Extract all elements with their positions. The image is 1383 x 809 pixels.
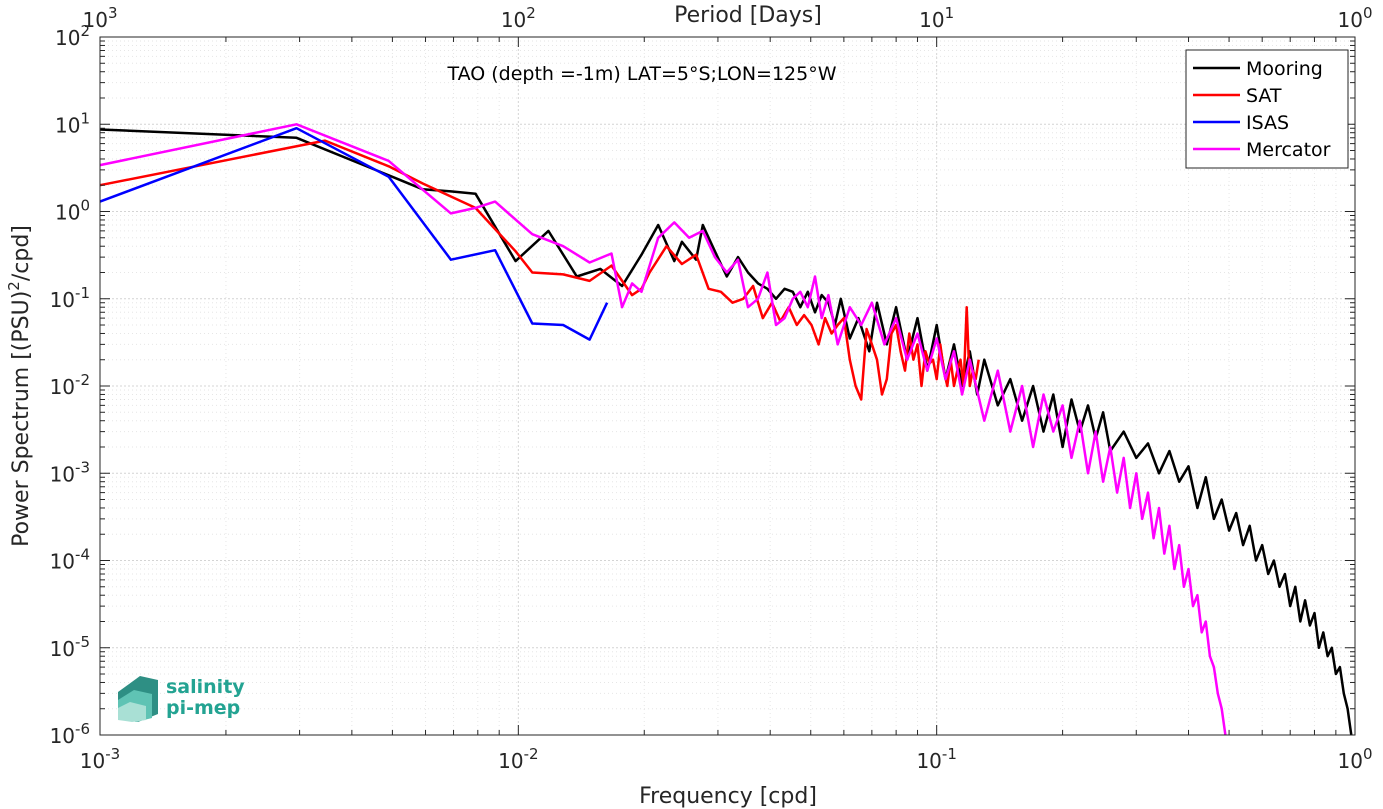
legend-label-isas: ISAS — [1246, 112, 1289, 134]
series-line-mercator — [99, 123, 1227, 736]
ticks — [100, 37, 1355, 735]
x2-axis-label: Period [Days] — [674, 3, 822, 28]
y-tick-label: 10-5 — [50, 633, 90, 661]
legend-label-mooring: Mooring — [1246, 58, 1323, 80]
x2-tick-label: 100 — [1338, 4, 1373, 32]
x-tick-label: 10-2 — [498, 745, 538, 773]
chart-title: TAO (depth =-1m) LAT=5°S;LON=125°W — [446, 63, 836, 85]
legend-label-mercator: Mercator — [1246, 139, 1331, 161]
logo-text-line1: salinity — [166, 676, 245, 698]
x2-tick-label: 103 — [83, 4, 118, 32]
y-tick-label: 10-4 — [50, 546, 90, 574]
y-tick-label: 10-6 — [50, 720, 90, 748]
y-tick-label: 102 — [55, 22, 90, 50]
legend: Mooring SAT ISAS Mercator — [1185, 49, 1349, 169]
logo-wave-front — [118, 702, 146, 722]
y-tick-label: 10-3 — [50, 458, 90, 486]
x2-tick-label: 102 — [501, 4, 536, 32]
x-tick-label: 10-1 — [916, 745, 956, 773]
y-tick-label: 101 — [55, 109, 90, 137]
legend-label-sat: SAT — [1246, 85, 1282, 107]
y-axis-label: Power Spectrum [(PSU)2/cpd] — [5, 225, 34, 547]
series-layer — [99, 123, 1353, 736]
series-line-mooring — [99, 128, 1353, 736]
logo-text-line2: pi-mep — [166, 697, 240, 719]
x-tick-label: 100 — [1338, 745, 1373, 773]
salinity-pi-mep-logo: salinity pi-mep — [118, 676, 245, 722]
series-line-isas — [99, 126, 609, 341]
x-tick-label: 10-3 — [80, 745, 120, 773]
x-axis-label: Frequency [cpd] — [639, 784, 817, 809]
x2-tick-label: 101 — [919, 4, 954, 32]
y-tick-label: 100 — [55, 197, 90, 225]
y-tick-label: 10-1 — [50, 284, 90, 312]
y-tick-label: 10-2 — [50, 371, 90, 399]
grid — [100, 37, 1355, 735]
